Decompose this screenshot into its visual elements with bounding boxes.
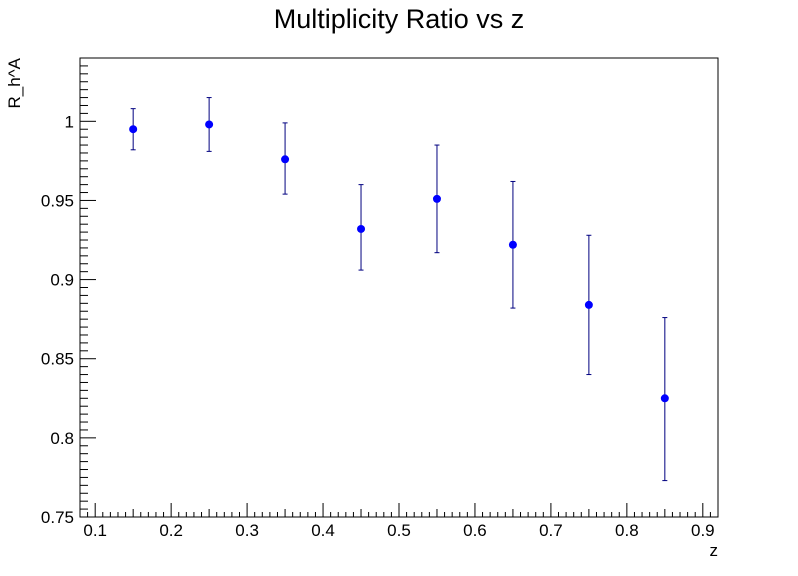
data-point	[432, 194, 441, 203]
x-tick-label: 0.3	[235, 521, 259, 540]
x-tick-label: 0.9	[691, 521, 715, 540]
x-axis: 0.1 0.2 0.3 0.4 0.5 0.6 0.7 0.8 0.9	[79, 503, 719, 540]
y-axis: 0.75 0.8 0.85 0.9 0.95 1	[41, 57, 96, 527]
x-tick-label: 0.8	[615, 521, 639, 540]
x-axis-label: z	[710, 541, 719, 560]
data-point	[508, 240, 517, 249]
x-tick-label: 0.1	[83, 521, 107, 540]
plot-frame	[79, 57, 719, 518]
data-point	[205, 120, 214, 129]
chart-title: Multiplicity Ratio vs z	[274, 4, 525, 34]
y-tick-label: 0.8	[50, 429, 74, 448]
y-tick-label: 0.75	[41, 508, 74, 527]
x-tick-label: 0.4	[311, 521, 335, 540]
x-tick-label: 0.2	[159, 521, 183, 540]
data-point	[584, 300, 593, 309]
y-tick-label: 0.9	[50, 271, 74, 290]
data-point	[357, 224, 366, 233]
y-tick-label: 0.95	[41, 191, 74, 210]
x-tick-label: 0.6	[463, 521, 487, 540]
data-point	[281, 155, 290, 164]
data-point	[129, 125, 138, 134]
data-point	[660, 394, 669, 403]
y-tick-label: 0.85	[41, 350, 74, 369]
x-tick-label: 0.7	[539, 521, 563, 540]
data-points	[129, 97, 669, 482]
y-axis-label: R_h^A	[5, 57, 24, 108]
x-tick-label: 0.5	[387, 521, 411, 540]
y-tick-label: 1	[65, 112, 74, 131]
